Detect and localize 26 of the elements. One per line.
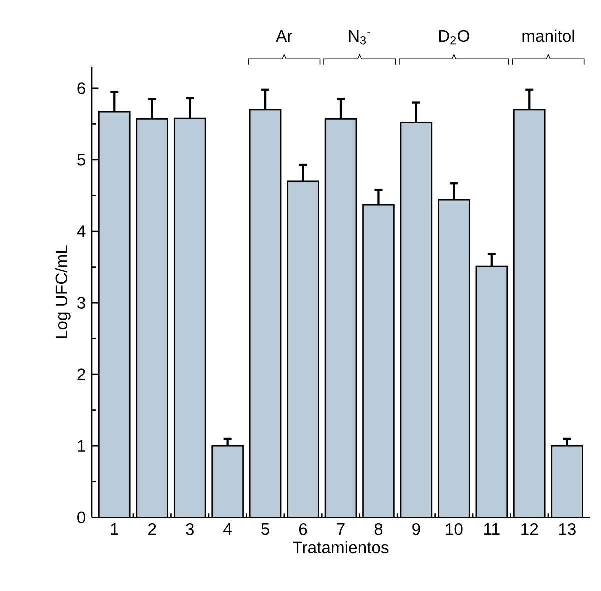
x-tick-label: 12 xyxy=(522,523,538,536)
x-tick-label: 11 xyxy=(484,523,500,535)
x-tick-label: 4 xyxy=(224,523,232,535)
y-tick-label: 1 xyxy=(78,440,86,452)
y-tick-label: 5 xyxy=(78,154,86,166)
x-tick-label: 2 xyxy=(148,523,156,536)
x-tick-label: 6 xyxy=(299,523,308,536)
x-tick-label: 9 xyxy=(412,523,420,536)
x-axis-title: Tratamientos xyxy=(293,541,389,554)
text: N$_{3}$- xyxy=(349,30,371,45)
text: D$_{2}$O xyxy=(439,30,470,45)
text: manitol xyxy=(522,30,574,42)
y-tick-label: 0 xyxy=(78,512,86,524)
x-tick-label: 5 xyxy=(262,523,270,536)
y-tick-label: 2 xyxy=(78,368,86,380)
text: Ar xyxy=(276,30,292,42)
x-tick-label: 8 xyxy=(374,523,383,536)
x-tick-label: 10 xyxy=(446,523,463,536)
y-tick-label: 6 xyxy=(78,82,86,94)
x-tick-label: 7 xyxy=(337,523,345,535)
x-tick-label: 3 xyxy=(186,523,194,536)
y-tick-label: 3 xyxy=(78,297,86,309)
y-tick-label: 4 xyxy=(77,226,86,238)
y-axis-title: Log UFC/mL xyxy=(55,246,71,338)
x-tick-label: 13 xyxy=(559,523,576,536)
x-tick-label: 1 xyxy=(111,523,118,535)
